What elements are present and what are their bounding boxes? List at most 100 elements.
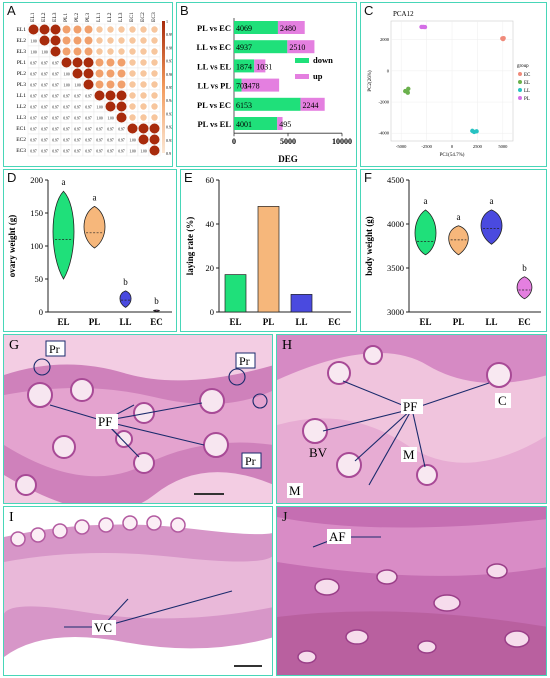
column-label: EL3 [52,12,58,22]
colorbar-tick: 0.97 [166,59,173,64]
correlation-value: 0.97 [118,139,124,143]
panel-label: G [9,338,19,353]
y-tick-label: 4000 [387,219,404,229]
y-axis-label: laying rate (%) [185,217,195,276]
correlation-dot [61,57,72,68]
correlation-value: 0.97 [96,139,102,143]
correlation-dot [140,48,147,55]
correlation-value: 0.97 [85,117,91,121]
correlation-dot [118,37,125,44]
correlation-dot [96,37,103,44]
x-tick-label: PL [89,317,101,327]
correlation-dot [151,59,158,66]
bar-el [224,274,247,313]
y-tick-label: 50 [35,274,44,284]
correlation-value: 0.97 [107,128,113,132]
correlation-value: 1.00 [96,117,102,121]
micrograph-i: I VC [4,507,272,675]
y-axis-label: ovary weight (g) [7,215,17,278]
bar-label-down: 701 [236,82,248,91]
correlation-value: 0.97 [74,139,80,143]
correlation-value: 0.97 [41,62,47,66]
bar-label-down: 1874 [236,62,252,71]
correlation-dot [149,123,160,134]
x-tick-label: EL [229,317,241,327]
bar-label-up: 1031 [256,62,272,71]
y-tick-label: 0 [387,68,390,73]
correlation-value: 0.97 [52,106,58,110]
legend-label: EL [524,81,530,86]
correlation-dot [117,69,126,78]
x-tick-label: LL [295,317,307,327]
y-tick-label: 200 [30,175,43,185]
correlation-dot [151,92,158,99]
x-tick-label: 10000 [332,137,352,146]
column-label: LL3 [118,12,124,22]
correlation-dot [107,48,114,55]
laying-rate-svg: 0 20 40 60 laying rate (%) EL PL LL EC [185,175,351,327]
correlation-dot [140,81,147,88]
pca-point-ec [500,36,506,42]
correlation-dot [95,80,104,89]
pr-label-2: Pr [239,354,250,368]
correlation-dot [107,37,114,44]
significance-letter: b [154,296,159,306]
correlation-dot [105,101,116,112]
colorbar-tick: 1 [166,19,168,24]
row-label: EL2 [17,38,27,44]
correlation-dot [149,134,160,145]
row-label: EL1 [17,27,27,33]
correlation-dot [83,57,94,68]
row-label: LL2 [17,104,27,110]
correlation-value: 1.00 [41,51,47,55]
x-tick-label: EC [150,317,163,327]
correlation-value: 0.97 [118,150,124,154]
correlation-dot [95,69,104,78]
bar-up [300,97,325,111]
correlation-dot [73,36,82,45]
correlation-dot [95,58,104,67]
row-label: EC2 [16,137,26,143]
correlation-dot [84,36,93,45]
correlation-value: 0.97 [107,150,113,154]
x-tick-label: PL [263,317,275,327]
correlation-dot [140,70,147,77]
panel-c-pca: C PCA12 -5000 -2500 0 2500 5000 -4000 -2000 0 200… [360,2,547,167]
correlation-dot [129,37,136,44]
correlation-dot [129,48,136,55]
bar-down [234,59,255,73]
legend-label-up: up [313,71,323,81]
vc-label: VC [94,620,112,635]
correlation-value: 0.97 [63,117,69,121]
legend-swatch-down [295,58,309,63]
correlation-dot [39,24,50,35]
significance-letter: a [490,196,494,206]
correlation-dot [151,114,158,121]
c-label: C [498,393,507,408]
deg-chart-svg: PL vs EC 4069 2480 LL vs EC 4937 2510 LL vs EL… [197,18,352,164]
correlation-value: 0.97 [52,62,58,66]
column-label: PL3 [85,13,91,22]
chart-title: PCA12 [393,10,414,18]
legend-dot [518,72,522,76]
panel-label: B [180,3,189,18]
column-label: LL1 [96,12,102,22]
correlation-dot [151,81,158,88]
correlation-dot [151,37,158,44]
correlation-dot [50,46,61,57]
row-label: LL3 [17,115,27,121]
body-weight-svg: 3000 3500 4000 4500 body weight (g) a EL a PL a LL… [364,175,541,327]
correlation-value: 1.00 [129,150,135,154]
legend-label: EC [524,73,531,78]
x-tick-label: LL [485,317,497,327]
x-tick-label: 0 [451,144,454,149]
row-label: PL3 [17,82,26,88]
correlation-dot [151,103,158,110]
legend-dot [518,88,522,92]
correlation-value: 0.97 [52,139,58,143]
correlation-value: 0.97 [74,106,80,110]
panel-e-laying-rate: E 0 20 40 60 laying rate (%) EL PL LL EC [180,169,357,332]
correlation-value: 0.97 [41,106,47,110]
correlation-value: 1.00 [140,150,146,154]
x-tick-label: EL [419,317,431,327]
